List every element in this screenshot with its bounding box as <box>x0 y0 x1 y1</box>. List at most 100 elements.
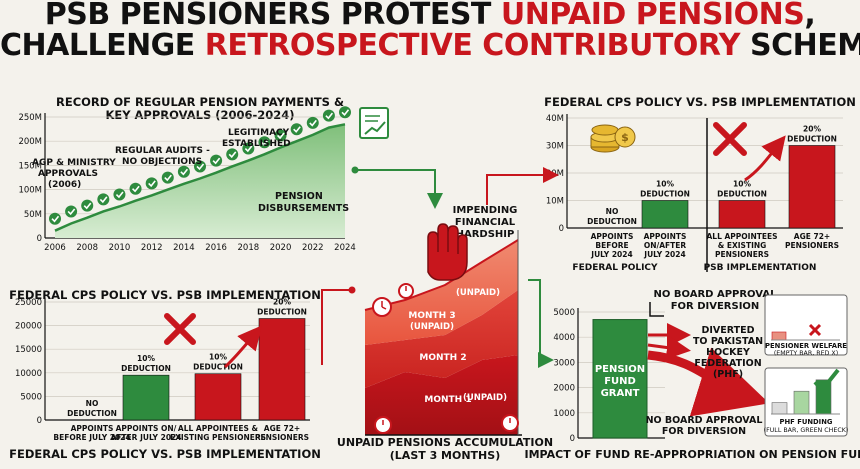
check-point <box>177 165 190 178</box>
red-x-icon <box>713 122 747 156</box>
bar-data-label: NO <box>86 399 99 408</box>
check-point <box>129 182 142 195</box>
y-tick-label: 5000 <box>553 308 575 318</box>
y-tick-label: 30M <box>546 142 564 152</box>
layer-label: MONTH 3 <box>408 311 455 321</box>
clock-icon <box>501 414 519 432</box>
bar-data-label: DEDUCTION <box>717 190 767 199</box>
group-label: PSB IMPLEMENTATION <box>704 263 817 273</box>
y-tick-label: 50M <box>24 210 42 220</box>
x-tick-label: 2016 <box>205 243 227 253</box>
diversion-arrow <box>647 335 691 360</box>
layer-label: MONTH 1 <box>424 395 471 405</box>
grant-label: PENSION <box>595 364 645 375</box>
coins-icon: $ <box>590 124 636 153</box>
pension-line <box>54 123 346 232</box>
headline-highlight: RETROSPECTIVE CONTRIBUTORY <box>204 27 741 63</box>
check-point <box>161 171 174 184</box>
box-label: (FULL BAR, GREEN CHECK) <box>764 427 849 434</box>
y-tick-label: 10M <box>546 197 564 207</box>
pension-fund-grant-bar <box>592 319 648 439</box>
increase-arrow <box>223 325 262 369</box>
headline-comma: , <box>804 0 816 32</box>
y-tick-label: 40M <box>546 114 564 124</box>
category-label: JULY 2024 <box>590 250 632 259</box>
grant-label: GRANT <box>601 388 640 399</box>
category-label: & EXISTING <box>718 241 767 250</box>
check-points <box>49 106 351 225</box>
x-tick-label: 2018 <box>238 243 260 253</box>
connector-dot <box>348 286 356 294</box>
bar-data-label: 20% <box>273 298 291 307</box>
diverted-label: TO PAKISTAN <box>693 336 763 347</box>
layer-tag: (UNPAID) <box>463 393 507 403</box>
category-label: PENSIONERS <box>785 241 839 250</box>
hardship-label: HARDSHIP <box>456 229 515 240</box>
y-tick-label: 0 <box>37 416 42 426</box>
y-tick-label: 20000 <box>15 322 42 332</box>
clock-icon <box>374 416 392 434</box>
category-label: ALL APPOINTEES <box>707 232 778 241</box>
document-chart-icon <box>359 107 389 139</box>
chart-title: FEDERAL CPS POLICY VS. PSB IMPLEMENTATIO… <box>544 95 856 109</box>
series-label: PENSION <box>275 191 323 202</box>
check-point <box>49 212 61 225</box>
headline-text: PSB PENSIONERS PROTEST <box>44 0 501 32</box>
x-tick-label: 2020 <box>270 243 292 253</box>
chart-subtitle: (LAST 3 MONTHS) <box>390 449 500 462</box>
bar-data-label: 10% <box>733 180 751 189</box>
hardship-label: FINANCIAL <box>455 217 516 228</box>
phf-bar <box>771 402 788 415</box>
y-tick-label: 250M <box>18 113 42 123</box>
check-point <box>97 193 110 206</box>
layer-month-3 <box>365 240 518 345</box>
bar <box>258 318 306 421</box>
check-point <box>113 188 126 201</box>
diverted-label: FEDERATION <box>694 358 761 369</box>
layer-label: MONTH 2 <box>419 353 466 363</box>
connector-arrow <box>528 279 554 368</box>
grant-label: FUND <box>604 376 636 387</box>
bar-data-label: DEDUCTION <box>587 217 637 226</box>
chart-footer: FEDERAL CPS POLICY VS. PSB IMPLEMENTATIO… <box>9 447 321 461</box>
layer-month-1 <box>365 355 518 435</box>
diverted-label: DIVERTED <box>701 325 754 336</box>
box-label: PHF FUNDING <box>780 418 833 426</box>
category-label: EXISTING PENSIONERS <box>170 433 266 442</box>
category-label: JULY 2024 <box>643 250 685 259</box>
welfare-bars <box>771 331 787 341</box>
red-x-icon <box>808 323 822 337</box>
pensioner-welfare-box: PENSIONER WELFARE (EMPTY BAR, RED X) <box>764 294 848 357</box>
bar-data-label: DEDUCTION <box>257 308 307 317</box>
headline-line-1: PSB PENSIONERS PROTEST UNPAID PENSIONS, <box>0 0 860 31</box>
x-tick-label: 2012 <box>141 243 163 253</box>
chart-title: IMPACT OF FUND RE-APPROPRIATION ON PENSI… <box>525 448 860 461</box>
check-point <box>194 160 206 173</box>
check-point <box>226 148 239 161</box>
y-tick-label: 10000 <box>15 369 42 379</box>
top-line <box>364 239 519 311</box>
bar-data-label: 10% <box>656 180 674 189</box>
stop-hand-icon <box>427 223 468 281</box>
category-label: ALL APPOINTEES & <box>178 424 259 433</box>
category-label: APPOINTS <box>644 232 687 241</box>
category-label: PENSIONERS <box>715 250 769 259</box>
y-tick-label: 200M <box>18 137 42 147</box>
y-tick-label: 15000 <box>15 345 42 355</box>
note-top: FOR DIVERSION <box>671 301 760 312</box>
check-point <box>322 109 335 122</box>
bar-data-label: DEDUCTION <box>193 363 243 372</box>
check-point <box>290 123 303 136</box>
svg-text:$: $ <box>621 131 629 144</box>
bar <box>194 373 242 421</box>
y-tick-label: 3000 <box>553 358 575 368</box>
welfare-bar <box>771 331 787 341</box>
y-tick-label: 0 <box>559 224 564 234</box>
y-tick-label: 4000 <box>553 333 575 343</box>
category-label: BEFORE JULY 2024 <box>53 433 130 442</box>
category-label: PENSIONERS <box>255 433 309 442</box>
y-tick-label: 25000 <box>15 298 42 308</box>
x-tick-label: 2008 <box>76 243 98 253</box>
cps-bottom-chart: FEDERAL CPS POLICY VS. PSB IMPLEMENTATIO… <box>9 288 321 461</box>
